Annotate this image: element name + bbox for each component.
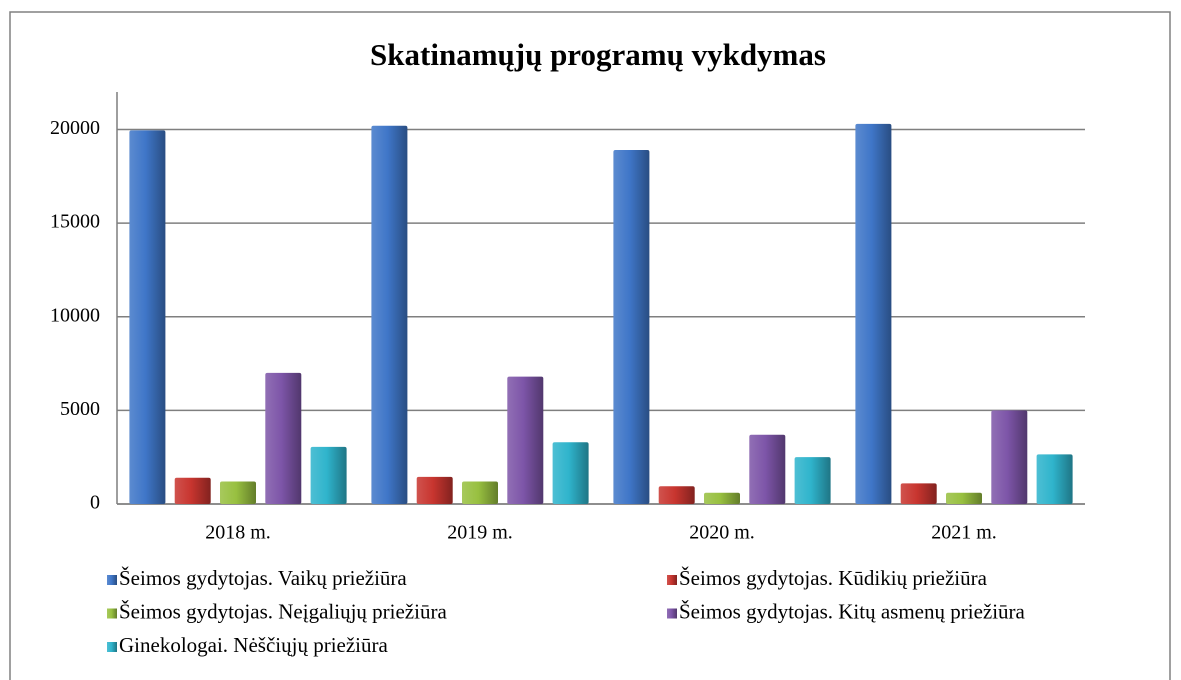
x-tick-label: 2020 m. (689, 522, 755, 544)
y-tick-label: 0 (90, 492, 100, 514)
chart-border (9, 11, 1171, 680)
bar (416, 476, 453, 504)
legend-swatch (107, 608, 117, 619)
bar (462, 481, 498, 504)
bar (552, 442, 589, 504)
bar (174, 477, 211, 504)
bar (265, 372, 302, 504)
bar (946, 492, 982, 504)
y-tick-label: 10000 (50, 304, 100, 326)
y-tick-label: 5000 (60, 398, 100, 420)
legend-label: Ginekologai. Nėščiųjų priežiūra (119, 633, 389, 657)
legend-swatch (667, 608, 677, 619)
x-tick-label: 2021 m. (931, 522, 997, 544)
legend-swatch (107, 575, 117, 585)
legend-label: Šeimos gydytojas. Kūdikių priežiūra (679, 566, 988, 590)
y-tick-label: 15000 (50, 211, 100, 233)
legend-swatch (107, 642, 117, 652)
chart-title: Skatinamųjų programų vykdymas (370, 37, 826, 72)
legend-label: Šeimos gydytojas. Kitų asmenų priežiūra (679, 599, 1026, 623)
legend-label: Šeimos gydytojas. Neįgaliųjų priežiūra (119, 599, 447, 623)
x-tick-label: 2018 m. (205, 522, 271, 544)
bar (900, 483, 937, 504)
bar (991, 410, 1028, 504)
bar (1036, 454, 1073, 504)
bar (371, 125, 408, 504)
bar (704, 492, 740, 504)
legend-label: Šeimos gydytojas. Vaikų priežiūra (119, 566, 407, 590)
bar (749, 434, 786, 504)
bar (129, 130, 166, 504)
bar (794, 457, 831, 504)
bar (855, 123, 892, 504)
bar (220, 481, 256, 504)
bar (658, 486, 695, 504)
bar (613, 150, 650, 504)
bar (507, 376, 544, 504)
x-tick-label: 2019 m. (447, 522, 513, 544)
legend-swatch (667, 575, 677, 585)
y-tick-label: 20000 (50, 117, 100, 139)
bar (310, 446, 347, 504)
